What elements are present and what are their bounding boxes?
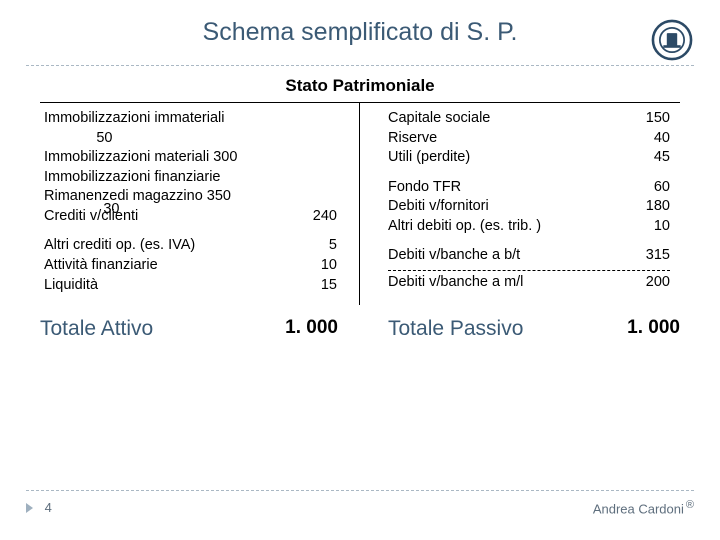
- total-liabilities-value: 1. 000: [627, 317, 680, 341]
- total-liabilities-label: Totale Passivo: [388, 317, 523, 341]
- asset-row: 50: [44, 129, 337, 149]
- top-divider: [26, 65, 694, 66]
- university-logo: [646, 14, 698, 66]
- assets-pane: Immobilizzazioni immateriali 50 Immobili…: [40, 102, 360, 305]
- liability-row: Riserve40: [388, 129, 670, 149]
- right-dashed-separator: [388, 270, 670, 271]
- liability-row: Utili (perdite)45: [388, 148, 670, 168]
- totals-row: Totale Attivo 1. 000 Totale Passivo 1. 0…: [40, 317, 680, 341]
- asset-row: Immobilizzazioni finanziarie: [44, 168, 337, 188]
- slide-title: Schema semplificato di S. P.: [0, 0, 720, 47]
- liability-row: Capitale sociale150: [388, 109, 670, 129]
- liability-row: Altri debiti op. (es. trib. )10: [388, 217, 670, 237]
- total-assets-value: 1. 000: [285, 317, 338, 341]
- asset-row: Crediti v/clienti240: [44, 207, 337, 227]
- page-number: 4: [26, 500, 52, 515]
- liability-row: Debiti v/banche a m/l200: [388, 273, 670, 293]
- liability-row: Fondo TFR60: [388, 178, 670, 198]
- asset-row: Liquidità15: [44, 276, 337, 296]
- balance-sheet-table: Immobilizzazioni immateriali 50 Immobili…: [40, 102, 680, 305]
- author-credit: Andrea Cardoni®: [593, 499, 694, 516]
- asset-row: Immobilizzazioni materiali 300: [44, 148, 337, 168]
- liabilities-pane: Capitale sociale150 Riserve40 Utili (per…: [360, 102, 680, 305]
- asset-row: Immobilizzazioni immateriali: [44, 109, 337, 129]
- asset-row: Altri crediti op. (es. IVA)5: [44, 236, 337, 256]
- page-triangle-icon: [26, 503, 33, 513]
- liability-row: Debiti v/fornitori180: [388, 197, 670, 217]
- asset-row: Attività finanziarie10: [44, 256, 337, 276]
- table-heading: Stato Patrimoniale: [0, 76, 720, 96]
- bottom-divider: [26, 490, 694, 491]
- liability-row: Debiti v/banche a b/t315: [388, 246, 670, 266]
- total-assets-label: Totale Attivo: [40, 317, 153, 341]
- asset-row: Rimanenze30di magazzino 350: [44, 187, 337, 207]
- footer: 4 Andrea Cardoni®: [26, 490, 694, 516]
